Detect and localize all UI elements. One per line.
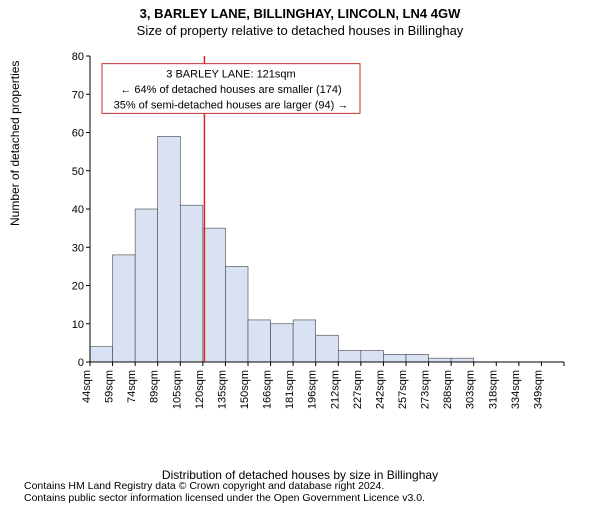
x-tick-label: 349sqm (532, 370, 544, 409)
x-tick-label: 303sqm (465, 370, 477, 409)
title-sub: Size of property relative to detached ho… (0, 23, 600, 38)
svg-text:10: 10 (72, 319, 84, 331)
histogram-bar (90, 347, 113, 362)
copyright-line2: Contains public sector information licen… (24, 492, 425, 504)
copyright-line1: Contains HM Land Registry data © Crown c… (24, 480, 425, 492)
x-tick-label: 227sqm (352, 370, 364, 409)
x-tick-label: 334sqm (510, 370, 522, 409)
svg-text:20: 20 (72, 281, 84, 293)
histogram-bar (158, 136, 181, 362)
x-tick-label: 44sqm (81, 370, 93, 403)
x-tick-label: 135sqm (216, 370, 228, 409)
x-tick-label: 196sqm (307, 370, 319, 409)
x-tick-label: 257sqm (397, 370, 409, 409)
x-tick-label: 318sqm (487, 370, 499, 409)
histogram-bar (180, 205, 203, 362)
callout-line1: 3 BARLEY LANE: 121sqm (166, 69, 295, 81)
svg-text:50: 50 (72, 166, 84, 178)
x-tick-label: 166sqm (262, 370, 274, 409)
svg-text:0: 0 (78, 357, 84, 369)
histogram-bar (316, 335, 339, 362)
x-tick-label: 181sqm (284, 370, 296, 409)
histogram-bar (429, 358, 452, 362)
svg-text:30: 30 (72, 242, 84, 254)
svg-text:80: 80 (72, 51, 84, 63)
svg-text:40: 40 (72, 204, 84, 216)
svg-text:60: 60 (72, 128, 84, 140)
x-tick-label: 212sqm (329, 370, 341, 409)
x-tick-label: 105sqm (171, 370, 183, 409)
histogram-bar (451, 358, 474, 362)
histogram-bar (293, 320, 316, 362)
x-tick-label: 273sqm (420, 370, 432, 409)
histogram-bar (406, 354, 429, 362)
histogram-bar (135, 209, 158, 362)
x-tick-label: 59sqm (104, 370, 116, 403)
histogram-bar (203, 228, 226, 362)
histogram-plot: 0 10 20 30 40 50 60 70 80 44sqm 59sqm 74sqm 89sqm 105… (60, 50, 570, 410)
histogram-bar (361, 351, 384, 362)
x-tick-label: 74sqm (126, 370, 138, 403)
x-tick-label: 288sqm (442, 370, 454, 409)
histogram-bar (225, 266, 248, 362)
histogram-bar (383, 354, 406, 362)
callout-line2: ← 64% of detached houses are smaller (17… (120, 84, 341, 96)
title-main: 3, BARLEY LANE, BILLINGHAY, LINCOLN, LN4… (0, 6, 600, 21)
x-tick-label: 150sqm (239, 370, 251, 409)
histogram-bar (113, 255, 136, 362)
histogram-bar (338, 351, 361, 362)
histogram-bar (271, 324, 294, 362)
copyright-notice: Contains HM Land Registry data © Crown c… (24, 480, 425, 504)
x-tick-label: 89sqm (149, 370, 161, 403)
histogram-bar (248, 320, 271, 362)
x-tick-label: 242sqm (374, 370, 386, 409)
x-tick-label: 120sqm (194, 370, 206, 409)
svg-text:70: 70 (72, 89, 84, 101)
chart-area: 0 10 20 30 40 50 60 70 80 44sqm 59sqm 74sqm 89sqm 105… (60, 50, 570, 410)
callout-line3: 35% of semi-detached houses are larger (… (114, 100, 349, 112)
y-axis-label: Number of detached properties (8, 61, 22, 226)
